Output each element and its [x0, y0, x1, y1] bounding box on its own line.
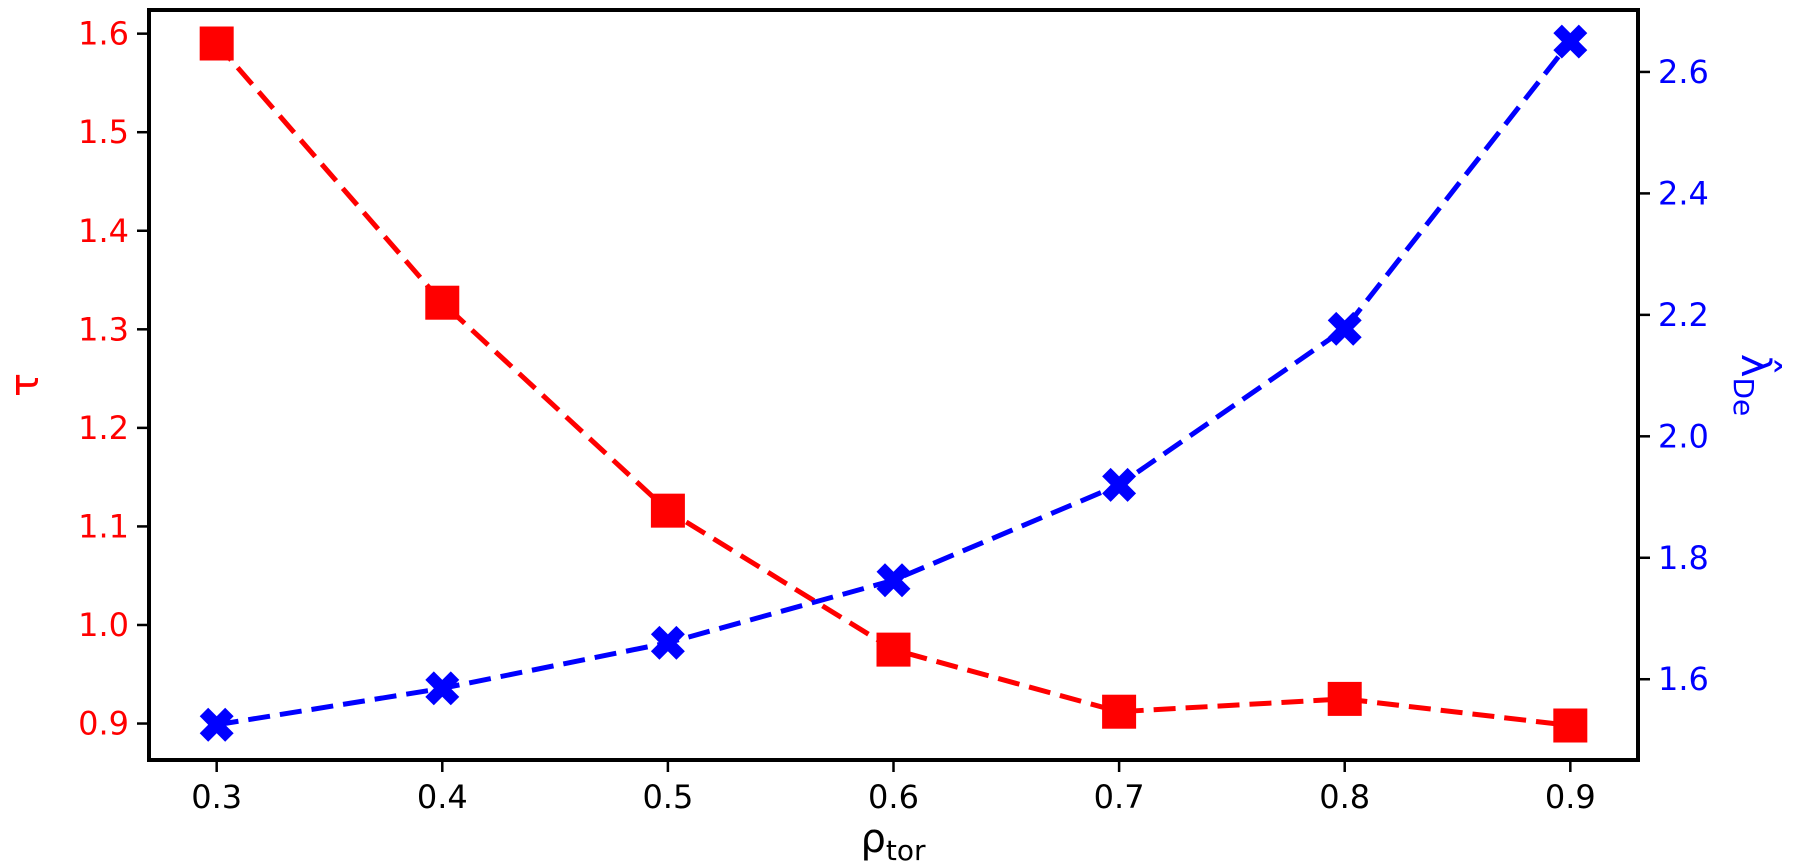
- x-tick-label: 0.5: [642, 778, 693, 816]
- left-tick-label: 1.0: [78, 606, 129, 644]
- lambda-marker-bar: [1553, 24, 1588, 59]
- tau-point-marker: [425, 285, 460, 320]
- tau-point-marker: [1327, 681, 1362, 716]
- x-axis-label: ρtor: [860, 816, 926, 865]
- x-tick-label: 0.6: [868, 778, 919, 816]
- x-tick-label: 0.3: [191, 778, 242, 816]
- right-tick-label: 2.6: [1658, 53, 1709, 91]
- lambda-point-marker: [1102, 467, 1137, 502]
- right-axis-label: λ̂De: [1727, 354, 1782, 416]
- right-tick-label: 2.4: [1658, 174, 1709, 212]
- x-tick-label: 0.9: [1545, 778, 1596, 816]
- lambda-point-marker: [1327, 311, 1362, 346]
- right-axis-label-sub: De: [1727, 377, 1760, 416]
- x-axis-label-main: ρ: [860, 816, 885, 862]
- series-line-lambda: [216, 40, 1573, 728]
- tau-point-marker: [1102, 694, 1137, 729]
- lambda-point-marker: [199, 707, 234, 742]
- left-axis-label: τ: [2, 373, 48, 397]
- right-tick-label: 2.2: [1658, 296, 1709, 334]
- tau-point-marker: [650, 493, 685, 528]
- tau-point-marker: [199, 26, 234, 61]
- left-tick-label: 0.9: [78, 705, 129, 743]
- x-tick-label: 0.8: [1319, 778, 1370, 816]
- lambda-point-marker: [876, 563, 911, 598]
- lambda-marker-bar: [199, 707, 234, 742]
- series-line-tau: [214, 41, 1571, 728]
- x-tick-label: 0.7: [1094, 778, 1145, 816]
- left-tick-label: 1.6: [78, 15, 129, 53]
- lambda-marker-bar: [1327, 311, 1362, 346]
- left-tick-label: 1.5: [78, 113, 129, 151]
- left-tick-label: 1.1: [78, 507, 129, 545]
- x-tick-label: 0.4: [417, 778, 468, 816]
- left-tick-label: 1.4: [78, 212, 129, 250]
- lambda-marker-bar: [876, 563, 911, 598]
- lambda-point-marker: [1553, 24, 1588, 59]
- right-tick-label: 2.0: [1658, 417, 1709, 455]
- right-tick-label: 1.6: [1658, 660, 1709, 698]
- x-axis-label-sub: tor: [886, 834, 926, 865]
- lambda-marker-bar: [650, 625, 685, 660]
- right-axis-label-main: λ̂: [1732, 354, 1782, 378]
- series-layer: [199, 24, 1588, 743]
- lambda-marker-bar: [1102, 467, 1137, 502]
- right-tick-label: 1.8: [1658, 539, 1709, 577]
- left-tick-label: 1.3: [78, 310, 129, 348]
- lambda-marker-bar: [425, 671, 460, 706]
- lambda-point-marker: [650, 625, 685, 660]
- ticks-layer: 0.3 0.4 0.5 0.6 0.7 0.8 0.9 0.9 1.0 1.1 1.2 1.3 1.4 1…: [78, 15, 1709, 816]
- lambda-point-marker: [425, 671, 460, 706]
- left-tick-label: 1.2: [78, 409, 129, 447]
- tau-point-marker: [1553, 708, 1588, 743]
- tau-point-marker: [876, 632, 911, 667]
